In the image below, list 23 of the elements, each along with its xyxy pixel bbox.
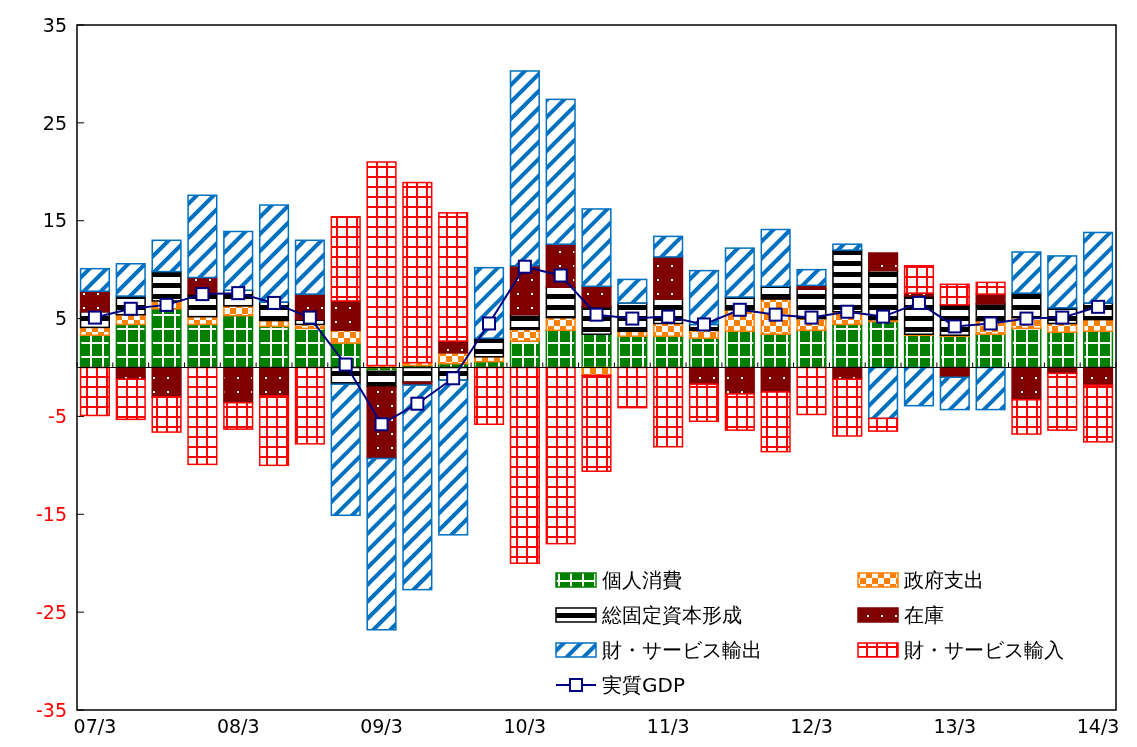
x-tick-label: 08/3 <box>216 715 260 737</box>
x-tick-label: 14/3 <box>1076 715 1120 737</box>
legend-label: 財・サービス輸出 <box>602 638 762 662</box>
y-tick-label: 5 <box>54 307 67 330</box>
x-tick-label: 13/3 <box>933 715 977 737</box>
y-tick-label: -5 <box>48 405 67 428</box>
legend-label: 実質GDP <box>602 673 685 697</box>
legend-label: 個人消費 <box>602 568 682 592</box>
y-tick-label: 35 <box>42 13 67 36</box>
y-tick-label: -35 <box>35 698 67 721</box>
x-tick-label: 07/3 <box>73 715 117 737</box>
y-tick-label: 15 <box>42 209 67 232</box>
legend-label: 政府支出 <box>904 568 984 592</box>
x-tick-label: 11/3 <box>646 715 690 737</box>
y-tick-label: -15 <box>35 502 67 525</box>
y-tick-label: 25 <box>42 111 67 134</box>
x-tick-label: 12/3 <box>790 715 833 737</box>
y-tick-label: -25 <box>35 600 67 623</box>
x-tick-label: 10/3 <box>503 715 547 737</box>
legend-label: 総固定資本形成 <box>601 603 742 627</box>
x-tick-label: 09/3 <box>360 715 403 737</box>
legend-label: 財・サービス輸入 <box>904 638 1064 662</box>
legend-label: 在庫 <box>904 603 944 627</box>
